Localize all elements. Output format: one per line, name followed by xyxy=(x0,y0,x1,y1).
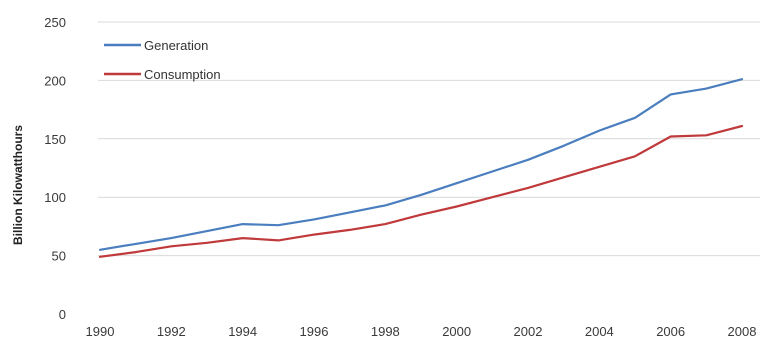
y-tick-label: 200 xyxy=(44,73,66,88)
gridlines xyxy=(98,21,760,257)
y-tick-label: 100 xyxy=(44,190,66,205)
series-line-generation xyxy=(98,78,744,251)
x-tick-label: 1994 xyxy=(228,324,257,339)
y-tick-label: 250 xyxy=(44,15,66,30)
series-line-consumption xyxy=(98,124,744,258)
x-tick-label: 1992 xyxy=(157,324,186,339)
x-tick-label: 2000 xyxy=(442,324,471,339)
x-axis-ticks: 1990 1992 1994 1996 1998 2000 2002 2004 2006 2008 xyxy=(86,324,757,339)
y-axis-ticks: 0 50 100 150 200 250 xyxy=(44,15,66,322)
x-tick-label: 2002 xyxy=(514,324,543,339)
legend-label-consumption: Consumption xyxy=(144,67,221,82)
y-tick-label: 50 xyxy=(52,249,66,264)
y-tick-label: 0 xyxy=(59,307,66,322)
y-tick-label: 150 xyxy=(44,132,66,147)
series-lines xyxy=(98,78,744,258)
x-tick-label: 2006 xyxy=(656,324,685,339)
legend-label-generation: Generation xyxy=(144,38,208,53)
x-tick-label: 1990 xyxy=(86,324,115,339)
x-tick-label: 1996 xyxy=(300,324,329,339)
x-tick-label: 2004 xyxy=(585,324,614,339)
x-tick-label: 2008 xyxy=(728,324,757,339)
x-tick-label: 1998 xyxy=(371,324,400,339)
legend: Generation Consumption xyxy=(104,38,221,82)
y-axis-title: Billion Kilowatthours xyxy=(11,125,25,245)
